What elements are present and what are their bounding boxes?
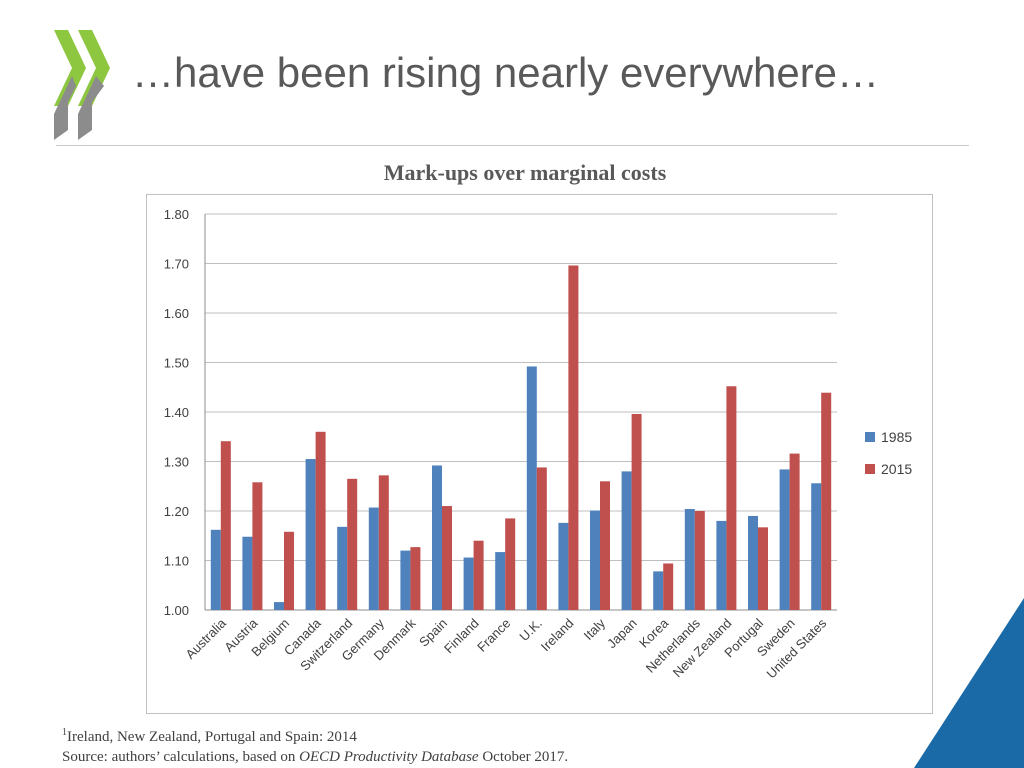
y-tick-label: 1.10 (164, 554, 189, 569)
source-suffix: October 2017. (478, 749, 569, 765)
source-prefix: Source: authors’ calculations, based on (62, 749, 300, 765)
legend-label-2015: 2015 (881, 461, 912, 477)
bar-2015-netherlands (694, 511, 705, 610)
bar-2015-new-zealand (726, 386, 737, 610)
y-tick-label: 1.40 (164, 405, 189, 420)
bar-2015-korea (663, 563, 674, 610)
bar-2015-spain (442, 506, 452, 610)
y-tick-label: 1.60 (164, 306, 189, 321)
bar-2015-france (505, 518, 516, 610)
chart-title: Mark-ups over marginal costs (383, 160, 667, 185)
footnote-marker: 1 (62, 727, 67, 738)
bar-1985-spain (432, 465, 442, 610)
bar-2015-canada (315, 431, 326, 610)
bar-1985-austria (242, 536, 253, 610)
bar-1985-u-k- (526, 366, 537, 610)
x-tick-label: Ireland (538, 616, 577, 655)
bar-1985-new-zealand (716, 520, 727, 610)
bar-chart: 1.00 1.10 1.20 1.30 1.40 1.50 1.60 1.70 1.80 Aust… (164, 207, 913, 681)
y-tick-label: 1.30 (164, 455, 189, 470)
bar-2015-belgium (284, 531, 294, 610)
logo-chevron-gray-icon (54, 76, 76, 140)
bar-2015-sweden (789, 453, 800, 610)
x-tick-label: France (474, 616, 513, 655)
bar-1985-portugal (748, 515, 758, 610)
bar-2015-germany (378, 475, 389, 610)
y-tick-label: 1.80 (164, 207, 189, 222)
logo-chevron-gray-icon (78, 76, 104, 140)
bar-1985-sweden (779, 469, 790, 610)
bar-2015-ireland (568, 265, 579, 610)
bar-2015-australia (220, 441, 231, 610)
x-tick-label: Finland (441, 616, 482, 657)
bar-1985-france (495, 552, 506, 610)
title-divider (56, 145, 969, 146)
bar-2015-portugal (758, 527, 768, 610)
bar-1985-netherlands (684, 509, 695, 610)
bar-1985-italy (590, 510, 600, 610)
bar-1985-finland (463, 557, 474, 610)
legend-swatch-1985 (865, 432, 875, 442)
bar-1985-denmark (400, 550, 411, 610)
y-tick-label: 1.70 (164, 257, 189, 272)
y-tick-label: 1.50 (164, 356, 189, 371)
bar-1985-canada (305, 459, 316, 610)
legend-label-1985: 1985 (881, 429, 912, 445)
source-database: OECD Productivity Database (299, 749, 479, 765)
footnote-note-text: Ireland, New Zealand, Portugal and Spain… (67, 729, 357, 745)
bar-1985-belgium (274, 602, 284, 610)
x-tick-label: Italy (581, 615, 609, 643)
bar-1985-korea (653, 571, 664, 610)
corner-decoration (914, 598, 1024, 768)
y-tick-label: 1.00 (164, 603, 189, 618)
bar-2015-denmark (410, 547, 421, 610)
bar-2015-japan (631, 413, 642, 610)
bar-1985-switzerland (337, 526, 348, 610)
x-tick-label: Japan (604, 616, 640, 652)
bar-2015-switzerland (347, 478, 358, 610)
bar-2015-finland (473, 540, 484, 610)
bar-2015-italy (600, 481, 610, 610)
x-tick-label: Australia (183, 615, 230, 662)
bar-2015-u-k- (536, 467, 547, 610)
bar-2015-austria (252, 482, 263, 610)
legend-swatch-2015 (865, 464, 875, 474)
chart-area: 1.00 1.10 1.20 1.30 1.40 1.50 1.60 1.70 1.80 Aust… (146, 194, 933, 714)
footnote-source: Source: authors’ calculations, based on … (62, 747, 568, 767)
footnote: 1Ireland, New Zealand, Portugal and Spai… (62, 723, 568, 767)
oecd-logo (54, 30, 110, 140)
bar-1985-united-states (811, 483, 822, 610)
footnote-note: 1Ireland, New Zealand, Portugal and Spai… (62, 723, 568, 747)
bar-1985-ireland (558, 522, 569, 610)
y-tick-label: 1.20 (164, 504, 189, 519)
bar-1985-germany (368, 507, 379, 610)
bar-2015-united-states (821, 392, 832, 610)
bar-1985-australia (210, 529, 221, 610)
page-title: …have been rising nearly everywhere… (132, 49, 880, 96)
bar-1985-japan (621, 471, 632, 610)
